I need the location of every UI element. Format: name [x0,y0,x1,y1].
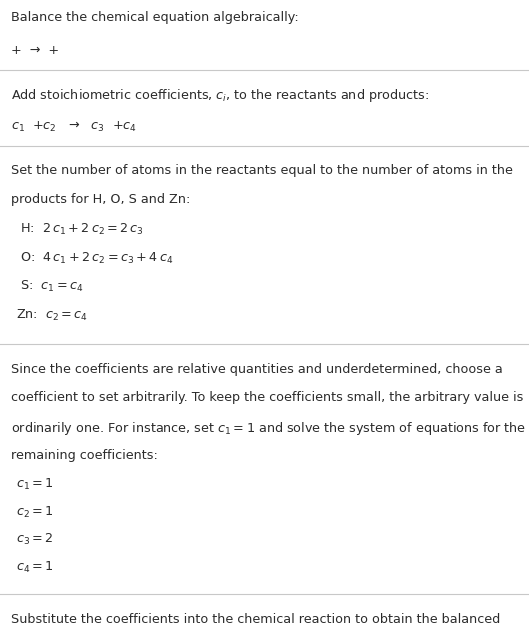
Text: Set the number of atoms in the reactants equal to the number of atoms in the: Set the number of atoms in the reactants… [11,164,513,178]
Text: O:  $4\,c_1 + 2\,c_2 = c_3 + 4\,c_4$: O: $4\,c_1 + 2\,c_2 = c_3 + 4\,c_4$ [16,250,173,265]
Text: coefficient to set arbitrarily. To keep the coefficients small, the arbitrary va: coefficient to set arbitrarily. To keep … [11,391,523,404]
Text: $c_4 = 1$: $c_4 = 1$ [16,559,53,574]
Text: H:  $2\,c_1 + 2\,c_2 = 2\,c_3$: H: $2\,c_1 + 2\,c_2 = 2\,c_3$ [16,222,144,237]
Text: +  →  +: + → + [11,44,59,57]
Text: $c_1$  +$c_2$   →   $c_3$  +$c_4$: $c_1$ +$c_2$ → $c_3$ +$c_4$ [11,120,136,134]
Text: Balance the chemical equation algebraically:: Balance the chemical equation algebraica… [11,11,298,24]
Text: products for H, O, S and Zn:: products for H, O, S and Zn: [11,193,190,206]
Text: Since the coefficients are relative quantities and underdetermined, choose a: Since the coefficients are relative quan… [11,363,503,376]
Text: $c_1 = 1$: $c_1 = 1$ [16,477,53,492]
Text: Substitute the coefficients into the chemical reaction to obtain the balanced: Substitute the coefficients into the che… [11,613,500,623]
Text: ordinarily one. For instance, set $c_1 = 1$ and solve the system of equations fo: ordinarily one. For instance, set $c_1 =… [11,420,526,437]
Text: Add stoichiometric coefficients, $c_i$, to the reactants and products:: Add stoichiometric coefficients, $c_i$, … [11,87,428,104]
Text: $c_2 = 1$: $c_2 = 1$ [16,505,53,520]
Text: $c_3 = 2$: $c_3 = 2$ [16,532,53,547]
Text: S:  $c_1 = c_4$: S: $c_1 = c_4$ [16,279,83,294]
Text: Zn:  $c_2 = c_4$: Zn: $c_2 = c_4$ [16,308,88,323]
Text: remaining coefficients:: remaining coefficients: [11,449,158,462]
